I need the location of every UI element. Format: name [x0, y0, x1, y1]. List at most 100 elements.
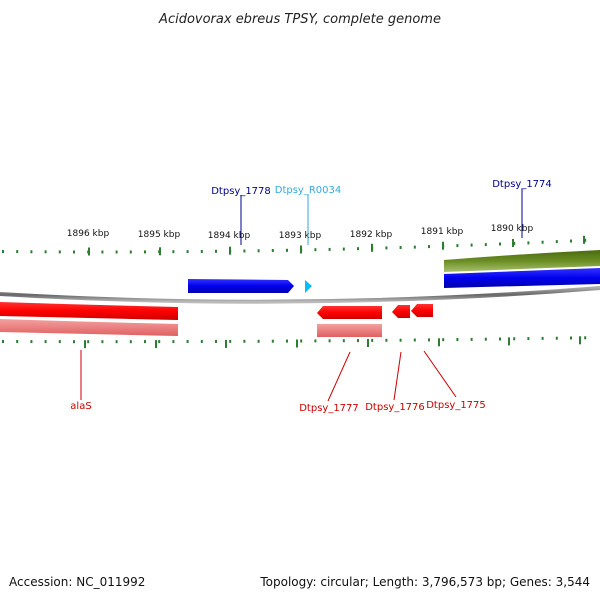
minor-tick — [286, 248, 288, 252]
minor-tick — [428, 338, 430, 342]
minor-tick — [44, 250, 47, 254]
minor-tick — [499, 337, 501, 341]
minor-tick — [527, 241, 530, 245]
scale-label-1893: 1893 kbp — [279, 231, 322, 241]
minor-tick — [257, 339, 260, 343]
minor-tick — [229, 339, 232, 343]
minor-tick — [484, 337, 487, 341]
genome-backbone — [0, 286, 600, 304]
minor-tick — [172, 340, 175, 344]
minor-tick — [200, 340, 203, 343]
label-dtpsy-1775[interactable]: Dtpsy_1775 — [426, 400, 486, 411]
minor-tick — [399, 246, 402, 249]
minor-tick — [555, 336, 558, 340]
minor-tick — [428, 245, 430, 249]
gene-labels: Dtpsy_1778 Dtpsy_R0034 Dtpsy_1774 alaS D… — [70, 179, 551, 414]
gene-arrow-dtpsy-1775[interactable] — [411, 304, 433, 317]
genome-summary: Topology: circular; Length: 3,796,573 bp… — [259, 575, 590, 589]
gene-arrow-dtpsy-1776[interactable] — [392, 305, 410, 318]
minor-tick — [385, 338, 388, 342]
minor-tick — [87, 340, 90, 344]
minor-tick — [115, 340, 118, 344]
scale-label-1894: 1894 kbp — [208, 231, 251, 241]
gene-arrow-dtpsy-1777[interactable] — [317, 306, 382, 319]
minor-tick — [2, 250, 4, 253]
minor-tick — [172, 250, 175, 254]
label-dtpsy-r0034[interactable]: Dtpsy_R0034 — [275, 185, 342, 196]
minor-tick — [16, 250, 19, 254]
scale-label-1891: 1891 kbp — [421, 227, 464, 237]
map-title: Acidovorax ebreus TPSY, complete genome — [158, 12, 441, 27]
minor-tick — [58, 250, 61, 254]
minor-tick — [115, 250, 118, 254]
minor-tick — [129, 250, 132, 254]
gene-arrow-dtpsy-1774[interactable] — [444, 268, 600, 288]
minor-tick — [243, 249, 246, 253]
minor-tick — [30, 340, 33, 344]
minor-tick — [541, 240, 544, 244]
lower-scale-ticks — [2, 336, 587, 349]
major-tick — [579, 336, 581, 345]
major-tick — [84, 340, 86, 349]
minor-tick — [413, 245, 416, 249]
minor-tick — [570, 336, 572, 340]
major-tick — [229, 246, 231, 255]
accession-text: Accession: NC_011992 — [9, 575, 145, 589]
minor-tick — [257, 249, 260, 253]
major-tick — [88, 247, 90, 256]
major-tick — [442, 241, 444, 250]
label-alas[interactable]: alaS — [70, 401, 91, 412]
minor-tick — [385, 246, 388, 250]
major-tick — [300, 245, 302, 254]
minor-tick — [442, 338, 445, 342]
reverse-shade-band — [0, 319, 178, 336]
minor-tick — [44, 340, 47, 344]
scale-labels: 1896 kbp 1895 kbp 1894 kbp 1893 kbp 1892… — [67, 224, 534, 241]
minor-tick — [342, 247, 345, 251]
minor-tick — [73, 340, 75, 344]
minor-tick — [413, 338, 416, 342]
leader-dtpsy-1775 — [423, 350, 457, 398]
minor-tick — [271, 339, 274, 343]
major-tick — [155, 340, 157, 349]
major-tick — [508, 337, 510, 346]
minor-tick — [215, 249, 217, 253]
minor-tick — [371, 338, 374, 342]
major-tick — [225, 339, 227, 348]
gene-arrow-dtpsy-r0034[interactable] — [305, 280, 312, 293]
scale-label-1890: 1890 kbp — [491, 224, 534, 234]
minor-tick — [513, 337, 516, 341]
minor-tick — [243, 339, 246, 343]
scale-label-1895: 1895 kbp — [138, 230, 181, 240]
gene-arrow-alas[interactable] — [0, 302, 178, 320]
minor-tick — [144, 340, 146, 344]
major-tick — [371, 243, 373, 252]
major-tick — [512, 239, 514, 247]
label-dtpsy-1777[interactable]: Dtpsy_1777 — [299, 403, 359, 414]
minor-tick — [456, 338, 459, 341]
major-tick — [159, 247, 161, 256]
minor-tick — [555, 240, 558, 244]
label-dtpsy-1774[interactable]: Dtpsy_1774 — [492, 179, 552, 190]
minor-tick — [484, 243, 487, 247]
label-dtpsy-1776[interactable]: Dtpsy_1776 — [365, 402, 425, 413]
minor-tick — [2, 340, 4, 343]
minor-tick — [286, 339, 288, 343]
major-tick — [583, 235, 585, 244]
gene-arrow-dtpsy-1778[interactable] — [188, 279, 294, 293]
minor-tick — [101, 250, 104, 254]
minor-tick — [357, 339, 359, 343]
major-tick — [367, 339, 369, 347]
minor-tick — [215, 339, 217, 343]
minor-tick — [16, 340, 19, 343]
reverse-shade-band-2 — [317, 324, 382, 337]
minor-tick — [186, 340, 189, 343]
minor-tick — [570, 239, 572, 243]
minor-tick — [271, 249, 274, 252]
scale-label-1892: 1892 kbp — [350, 230, 393, 240]
minor-tick — [200, 250, 203, 253]
minor-tick — [584, 336, 587, 340]
label-dtpsy-1778[interactable]: Dtpsy_1778 — [211, 186, 271, 197]
forward-shade-band — [444, 250, 600, 272]
minor-tick — [470, 243, 473, 247]
